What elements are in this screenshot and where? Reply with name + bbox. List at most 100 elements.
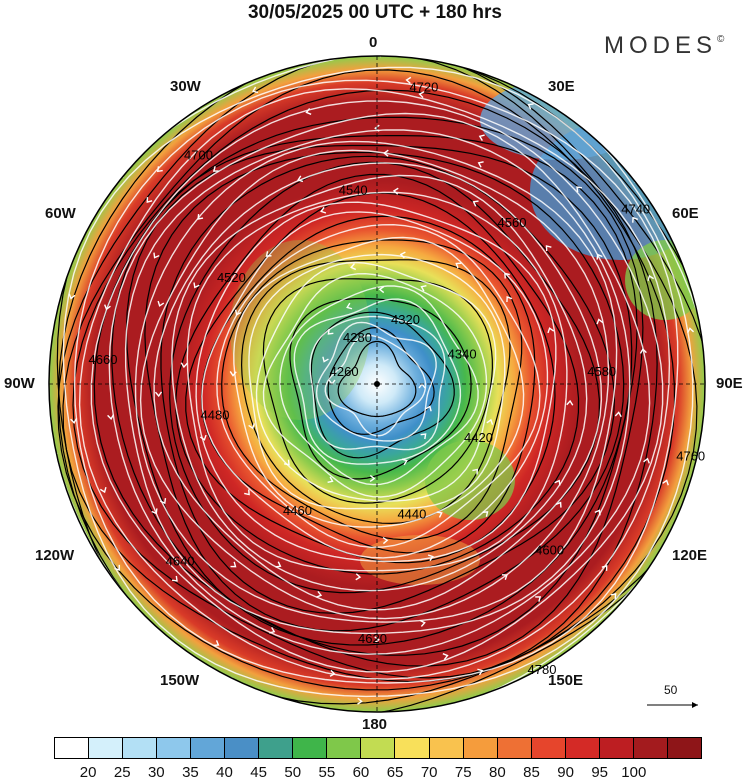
streamline-arrow xyxy=(327,476,334,484)
streamline xyxy=(324,334,427,437)
streamline-arrow xyxy=(70,418,78,424)
streamline-arrow xyxy=(477,161,484,168)
lon-label-90e: 90E xyxy=(716,375,743,392)
streamline-arrow xyxy=(146,197,153,204)
streamline-arrow xyxy=(374,636,380,644)
streamline-arrow xyxy=(392,187,399,195)
streamline-arrow xyxy=(350,263,357,271)
lon-label-90w: 90W xyxy=(4,375,35,392)
streamline-arrow xyxy=(643,457,650,464)
streamline-arrow xyxy=(320,206,327,214)
streamline-arrow xyxy=(547,327,555,334)
streamline-arrow xyxy=(601,564,608,571)
streamline-arrow xyxy=(418,91,425,99)
streamline-arrow xyxy=(662,479,669,486)
contour-label-4260: 4260 xyxy=(330,364,359,379)
contour-labels: 4260 4280 4320 4340 4420 4440 4460 4480 4520 4540… xyxy=(89,80,706,677)
map-frame xyxy=(48,55,706,713)
streamline-arrow xyxy=(297,175,304,183)
streamline-arrow xyxy=(114,564,120,571)
streamline-arrow xyxy=(478,134,485,141)
streamline-arrow xyxy=(401,458,408,466)
lon-label-0: 0 xyxy=(369,34,378,51)
colorbar-tick: 70 xyxy=(420,764,438,781)
streamline-arrow xyxy=(213,640,220,647)
streamline-arrow xyxy=(436,511,443,518)
colorbar-swatch xyxy=(361,738,396,758)
streamline xyxy=(186,191,568,572)
colorbar-swatch xyxy=(497,738,532,758)
colorbar-tick: 35 xyxy=(182,764,199,781)
streamline-arrow xyxy=(248,423,255,430)
streamline-arrow xyxy=(639,347,647,354)
colorbar-swatch xyxy=(123,738,158,758)
colorbar-swatch xyxy=(327,738,362,758)
streamline-arrow xyxy=(399,251,406,259)
contour-label-4560: 4560 xyxy=(498,215,527,230)
colorbar-tick: 25 xyxy=(113,764,131,781)
streamline-arrow xyxy=(157,300,165,307)
streamline-arrow xyxy=(355,573,362,581)
wind-streamlines xyxy=(49,56,705,712)
streamline xyxy=(248,253,506,510)
streamline-arrow xyxy=(596,318,604,325)
streamline-arrow xyxy=(610,593,617,599)
streamline-arrow xyxy=(234,309,242,316)
streamline-arrow xyxy=(382,536,389,545)
streamline-arrow xyxy=(269,627,276,634)
streamline-arrow xyxy=(99,486,107,494)
streamline-arrow xyxy=(197,213,204,220)
streamline-arrow xyxy=(154,391,163,398)
streamline-arrow xyxy=(383,149,389,157)
streamline-arrow xyxy=(482,511,489,517)
streamline-arrow xyxy=(230,561,237,568)
streamline-arrow xyxy=(171,575,178,582)
brand-mark: © xyxy=(717,34,725,45)
brand-logo: MODES© xyxy=(604,32,724,60)
contour-label-4720: 4720 xyxy=(409,80,438,95)
colorbar-tick: 30 xyxy=(147,764,165,781)
streamline-arrow xyxy=(420,433,427,440)
streamline-arrow xyxy=(554,479,561,486)
streamline-arrow xyxy=(244,489,250,496)
streamline-arrow xyxy=(283,459,290,466)
colorbar-swatch xyxy=(157,738,192,758)
streamline-arrow xyxy=(151,508,158,515)
streamline-arrow xyxy=(180,362,188,369)
colorbar-swatch xyxy=(667,738,701,758)
streamline-arrow xyxy=(535,596,542,602)
streamline-arrow xyxy=(442,653,449,660)
north-pole-marker xyxy=(374,381,380,387)
lon-label-30e: 30E xyxy=(548,78,575,95)
colorbar-tick: 45 xyxy=(250,764,267,781)
streamline xyxy=(108,112,651,655)
colorbar-tick: 65 xyxy=(386,764,404,781)
streamline-arrow xyxy=(566,399,574,406)
streamline-arrow xyxy=(594,509,601,516)
map-title: 30/05/2025 00 UTC + 180 hrs xyxy=(247,2,503,23)
colorbar-swatch xyxy=(293,738,328,758)
streamline-arrow xyxy=(504,272,510,279)
colorbar-swatch xyxy=(565,738,600,758)
contour-label-4780: 4780 xyxy=(528,662,557,677)
streamline-arrow xyxy=(193,282,200,289)
contour-4460 xyxy=(221,239,523,541)
streamline-arrow xyxy=(305,108,312,115)
streamline-arrow xyxy=(545,245,552,252)
streamline xyxy=(262,272,488,498)
streamline-arrow xyxy=(374,124,380,132)
streamline-arrow xyxy=(275,561,282,568)
streamline-arrow xyxy=(632,216,639,223)
colorbar-tick: 95 xyxy=(591,764,609,781)
streamline-arrow xyxy=(316,590,323,598)
streamline-arrow xyxy=(107,414,115,421)
colorbar-swatch xyxy=(225,738,260,758)
streamline-arrow xyxy=(346,302,353,310)
streamline-arrow xyxy=(501,574,508,580)
streamline-arrow xyxy=(329,669,336,677)
lon-label-30w: 30W xyxy=(170,78,201,95)
contour-label-4280: 4280 xyxy=(343,330,372,345)
colorbar-tick: 20 xyxy=(79,764,97,781)
colorbar-swatch xyxy=(599,738,634,758)
